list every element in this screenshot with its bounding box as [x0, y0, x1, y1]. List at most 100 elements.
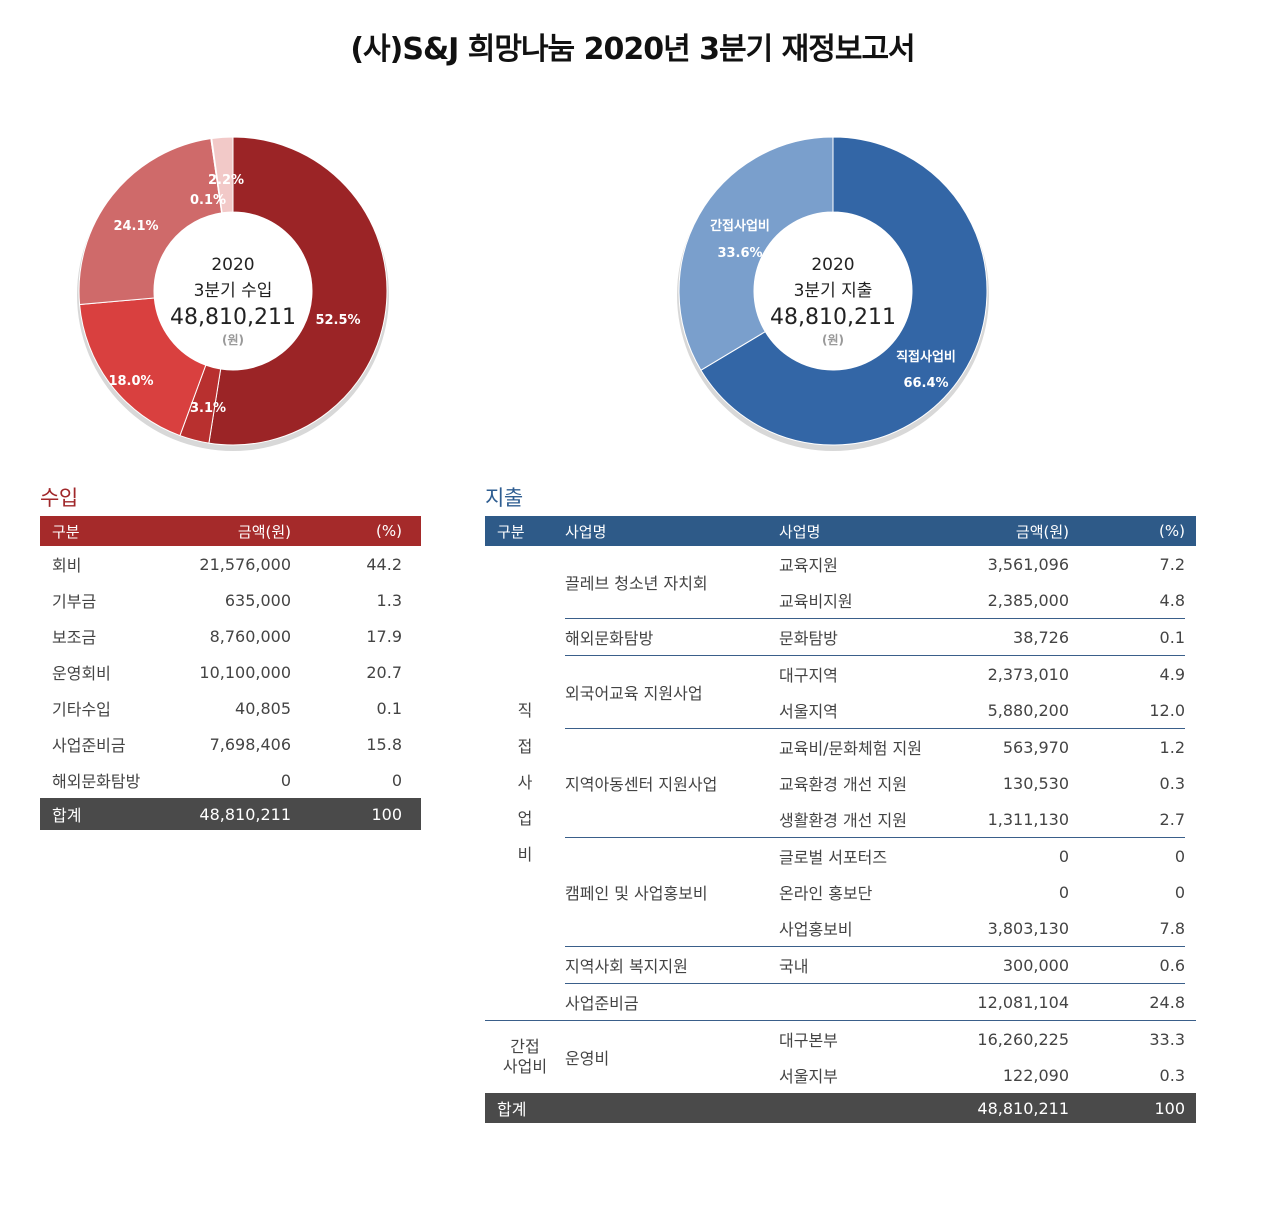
expense-project-name: 외국어교육 지원사업 — [565, 655, 779, 729]
income-percent: 15.8 — [366, 734, 402, 754]
expense-table: 구분 사업명 사업명 금액(원) (%) 직 접 사 업 비 끌레브 청소년 자치회 교육지… — [485, 516, 1196, 1123]
expense-percent: 2.7 — [1159, 809, 1185, 829]
expense-row: 사업준비금 12,081,104 24.8 — [485, 983, 1196, 1021]
expense-project-name: 지역아동센터 지원사업 — [565, 728, 779, 838]
expense-row: 간접 사업비 운영비 대구본부 16,260,225 33.3 — [485, 1020, 1196, 1093]
direct-cost-label-char: 비 — [517, 845, 533, 864]
expense-percent: 7.2 — [1159, 554, 1185, 574]
expense-project-name: 지역사회 복지지원 — [565, 946, 779, 984]
slice-label: 33.6% — [717, 246, 762, 261]
income-row: 해외문화탐방 0 0 — [40, 762, 421, 798]
expense-header-percent: (%) — [1069, 516, 1185, 546]
income-heading: 수입 — [40, 486, 78, 510]
expense-amount: 0 — [939, 837, 1069, 874]
income-total-amount: 48,810,211 — [160, 798, 291, 830]
expense-amount: 130,530 — [1002, 773, 1069, 793]
expense-amount: 2,373,010 — [939, 655, 1069, 692]
income-row: 기타수입 40,805 0.1 — [40, 690, 421, 726]
income-amount: 0 — [280, 770, 291, 790]
expense-amount: 122,090 — [1002, 1065, 1069, 1085]
expense-amount: 3,803,130 — [987, 918, 1069, 938]
expense-subproject: 글로벌 서포터즈 — [779, 837, 939, 874]
income-category: 기부금 — [52, 592, 97, 611]
direct-cost-label-char: 사 — [517, 773, 533, 792]
income-percent: 0 — [391, 770, 402, 790]
expense-percent: 0.3 — [1159, 773, 1185, 793]
expense-header-subproject: 사업명 — [779, 516, 939, 546]
donut-hole — [754, 212, 912, 370]
income-amount: 8,760,000 — [209, 626, 291, 646]
expense-subproject: 대구지역 — [779, 655, 939, 692]
income-donut-chart: 2020 3분기 수입 48,810,211 (원) 52.5% 3.1% 18.0% 24.… — [77, 136, 389, 451]
expense-header-row: 구분 사업명 사업명 금액(원) (%) — [485, 516, 1196, 546]
expense-percent: 33.3 — [1069, 1020, 1185, 1057]
income-percent: 17.9 — [366, 626, 402, 646]
income-total-label: 합계 — [40, 798, 160, 830]
expense-subproject: 교육비지원 — [779, 592, 853, 611]
expense-amount: 3,561,096 — [987, 554, 1069, 574]
expense-percent: 4.8 — [1159, 590, 1185, 610]
expense-percent: 0 — [1174, 882, 1185, 902]
expense-row: 교육비지원 2,385,000 4.8 — [485, 582, 1196, 619]
expense-row: 온라인 홍보단 0 0 — [485, 874, 1196, 910]
income-amount: 635,000 — [224, 590, 291, 610]
expense-amount: 563,970 — [939, 728, 1069, 765]
donut-center-text: 48,810,211 — [170, 305, 296, 330]
slice-label: 2.2% — [208, 173, 244, 188]
expense-row: 외국어교육 지원사업 대구지역 2,373,010 4.9 — [485, 655, 1196, 729]
expense-percent: 24.8 — [1069, 983, 1185, 1021]
expense-amount: 2,385,000 — [987, 590, 1069, 610]
donut-center-text: 3분기 수입 — [194, 281, 273, 301]
expense-subproject: 교육환경 개선 지원 — [779, 775, 907, 794]
income-percent: 0.1 — [376, 698, 402, 718]
income-category: 사업준비금 — [52, 736, 126, 755]
expense-subproject: 국내 — [779, 946, 939, 984]
donut-center-text: 2020 — [211, 255, 254, 275]
expense-donut-chart: 2020 3분기 지출 48,810,211 (원) 직접사업비 66.4% 간접사업비 33… — [677, 136, 989, 451]
expense-subproject: 온라인 홍보단 — [779, 884, 873, 903]
income-percent: 20.7 — [366, 662, 402, 682]
expense-amount: 300,000 — [939, 946, 1069, 984]
expense-amount: 1,311,130 — [987, 809, 1069, 829]
income-category: 해외문화탐방 — [52, 772, 141, 791]
expense-subproject: 교육비/문화체험 지원 — [779, 728, 939, 765]
income-amount: 40,805 — [235, 698, 291, 718]
income-row: 보조금 8,760,000 17.9 — [40, 618, 421, 654]
income-category: 보조금 — [52, 628, 97, 647]
indirect-cost-label: 간접 사업비 — [485, 1020, 565, 1093]
expense-row: 교육환경 개선 지원 130,530 0.3 — [485, 765, 1196, 801]
income-header-category: 구분 — [40, 516, 160, 546]
income-amount: 7,698,406 — [209, 734, 291, 754]
expense-percent: 4.9 — [1069, 655, 1185, 692]
donut-center-text: 3분기 지출 — [794, 281, 873, 301]
expense-row: 캠페인 및 사업홍보비 글로벌 서포터즈 0 0 — [485, 837, 1196, 947]
expense-subproject: 대구본부 — [779, 1020, 939, 1057]
expense-total-row: 합계 48,810,211 100 — [485, 1093, 1196, 1123]
income-total-row: 합계 48,810,211 100 — [40, 798, 421, 830]
expense-subproject: 서울지부 — [779, 1067, 838, 1086]
expense-subproject: 사업홍보비 — [779, 920, 853, 939]
expense-project-name: 해외문화탐방 — [565, 618, 779, 656]
direct-cost-label-char: 직 — [517, 701, 533, 720]
expense-percent: 1.2 — [1069, 728, 1185, 765]
expense-total-amount: 48,810,211 — [939, 1093, 1069, 1123]
income-percent: 1.3 — [376, 590, 402, 610]
slice-label: 66.4% — [903, 376, 948, 391]
expense-project-name: 사업준비금 — [565, 983, 779, 1021]
expense-amount: 5,880,200 — [987, 700, 1069, 720]
expense-project-name: 끌레브 청소년 자치회 — [565, 574, 708, 593]
expense-heading: 지출 — [485, 486, 523, 510]
income-row: 기부금 635,000 1.3 — [40, 582, 421, 618]
slice-label: 24.1% — [113, 219, 158, 234]
donut-center-text: (원) — [222, 333, 244, 347]
income-total-percent: 100 — [291, 798, 402, 830]
donut-center-text: 2020 — [811, 255, 854, 275]
expense-row: 생활환경 개선 지원 1,311,130 2.7 — [485, 801, 1196, 838]
income-header-amount: 금액(원) — [160, 516, 291, 546]
donut-center-text: 48,810,211 — [770, 305, 896, 330]
expense-total-label: 합계 — [485, 1093, 565, 1123]
income-row: 운영회비 10,100,000 20.7 — [40, 654, 421, 690]
expense-row: 직 접 사 업 비 끌레브 청소년 자치회 교육지원 3,561,096 7.2 — [485, 546, 1196, 865]
donut-hole — [154, 212, 312, 370]
